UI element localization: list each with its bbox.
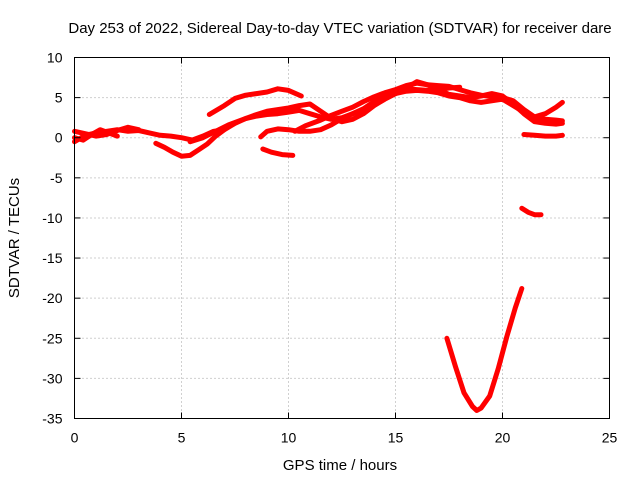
series-arc-3 — [72, 127, 120, 143]
series-arc-5 — [206, 86, 304, 117]
y-tick-label: -10 — [42, 210, 62, 226]
y-tick-label: -20 — [42, 290, 62, 306]
x-tick-label: 15 — [388, 430, 404, 446]
y-tick-label: 5 — [55, 90, 63, 106]
x-tick-label: 25 — [602, 430, 618, 446]
x-tick-label: 20 — [495, 430, 511, 446]
chart-title: Day 253 of 2022, Sidereal Day-to-day VTE… — [68, 20, 611, 37]
series-arc-6 — [187, 79, 565, 145]
series-layer — [72, 79, 565, 413]
x-tick-label: 5 — [178, 430, 186, 446]
series-arc-7 — [258, 87, 565, 140]
x-tick-labels: 0 5 10 15 20 25 — [71, 430, 618, 446]
x-tick-label: 10 — [281, 430, 297, 446]
y-tick-label: 0 — [55, 130, 63, 146]
y-tick-label: -15 — [42, 250, 62, 266]
y-tick-labels: 10 5 0 -5 -10 -15 -20 -25 -30 -35 — [42, 50, 62, 427]
series-arc-10 — [521, 132, 565, 139]
y-axis-label: SDTVAR / TECUs — [6, 178, 23, 298]
y-tick-label: -25 — [42, 330, 62, 346]
ticks — [74, 57, 610, 419]
series-arc-8 — [292, 80, 565, 134]
y-tick-label: -30 — [42, 370, 62, 386]
x-tick-label: 0 — [71, 430, 79, 446]
y-tick-label: 10 — [47, 50, 63, 66]
x-axis-label: GPS time / hours — [283, 457, 397, 474]
y-tick-label: -35 — [42, 411, 62, 427]
y-tick-label: -5 — [50, 170, 63, 186]
series-arc-4 — [153, 84, 463, 159]
series-arc-9 — [260, 146, 296, 158]
series-arc-11 — [519, 205, 544, 218]
series-arc-12 — [444, 286, 525, 413]
plot-frame — [74, 57, 610, 419]
